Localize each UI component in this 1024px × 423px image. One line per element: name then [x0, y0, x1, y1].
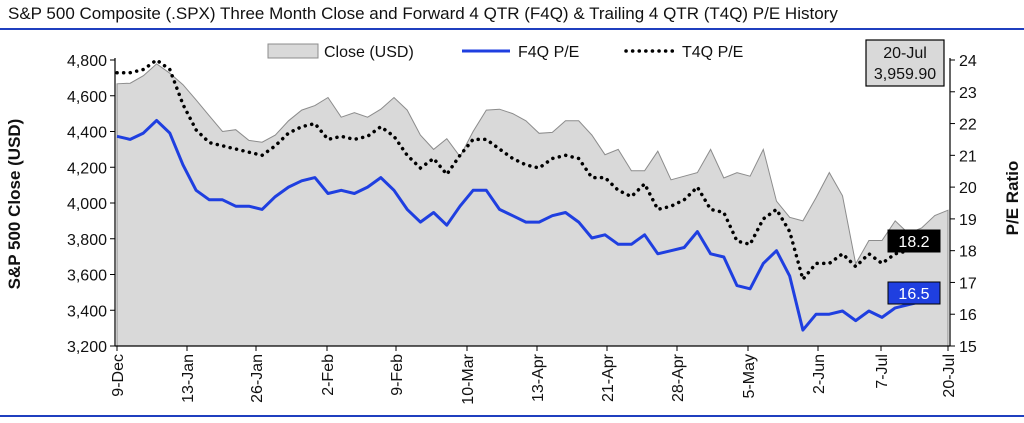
- x-tick-label: 7-Jul: [874, 354, 891, 389]
- y2-tick-label: 18: [959, 244, 977, 261]
- series-close-area: [116, 63, 949, 347]
- y-tick-label: 3,200: [67, 339, 107, 356]
- t4q-callout: 18.2: [887, 229, 941, 253]
- y2-tick-label: 22: [959, 117, 977, 134]
- y2-tick-label: 23: [959, 85, 977, 102]
- x-tick-label: 20-Jul: [941, 354, 958, 398]
- y-tick-label: 4,000: [67, 196, 107, 213]
- x-tick-label: 2-Jun: [811, 354, 828, 394]
- legend-f4q-label: F4Q P/E: [518, 44, 579, 61]
- y2-tick-label: 20: [959, 180, 977, 197]
- f4q-callout-value: 16.5: [898, 286, 929, 303]
- latest-close-value: 3,959.90: [874, 66, 936, 83]
- y-tick-label: 3,400: [67, 303, 107, 320]
- legend-t4q-label: T4Q P/E: [682, 44, 743, 61]
- y-tick-label: 4,800: [67, 53, 107, 70]
- x-tick-label: 5-May: [741, 354, 758, 398]
- x-tick-label: 26-Jan: [249, 354, 266, 403]
- x-tick-label: 13-Jan: [180, 354, 197, 403]
- y-tick-label: 4,400: [67, 125, 107, 142]
- legend-close-swatch: [267, 43, 319, 59]
- y2-tick-label: 24: [959, 53, 977, 70]
- axes-layer: 3,200 3,400 3,600 3,800 4,000 4,200 4,400 4,600…: [67, 53, 977, 405]
- x-tick-label: 10-Mar: [460, 353, 477, 404]
- x-tick-label: 21-Apr: [600, 353, 617, 402]
- t4q-callout-bg: [887, 229, 941, 253]
- top-rule: [0, 28, 1024, 30]
- latest-date: 20-Jul: [883, 45, 927, 62]
- y2-axis-title: P/E Ratio: [1003, 161, 1022, 236]
- f4q-callout-bg: [887, 281, 941, 305]
- y-tick-label: 4,600: [67, 89, 107, 106]
- y-axis-title: S&P 500 Close (USD): [5, 119, 24, 290]
- y-tick-label: 4,200: [67, 160, 107, 177]
- y-tick-label: 3,800: [67, 232, 107, 249]
- series-line-layer: [115, 57, 937, 332]
- x-tick-label: 2-Feb: [320, 354, 337, 396]
- y2-tick-label: 17: [959, 275, 977, 292]
- latest-close-box-bg: [865, 39, 945, 87]
- t4q-callout-value: 18.2: [898, 234, 929, 251]
- series-t4q-line: [115, 57, 937, 283]
- series-f4q-line: [116, 118, 936, 332]
- y2-tick-label: 15: [959, 339, 977, 356]
- legend: Close (USD) F4Q P/E T4Q P/E: [267, 43, 743, 61]
- x-tick-label: 9-Dec: [110, 354, 127, 397]
- x-tick-label: 28-Apr: [670, 353, 687, 402]
- x-tick-label: 9-Feb: [389, 354, 406, 396]
- y2-tick-label: 19: [959, 212, 977, 229]
- y-tick-label: 3,600: [67, 268, 107, 285]
- y2-tick-label: 16: [959, 307, 977, 324]
- bottom-rule: [0, 415, 1024, 417]
- f4q-callout: 16.5: [887, 281, 941, 305]
- latest-close-box: 20-Jul 3,959.90: [865, 39, 945, 87]
- legend-close-label: Close (USD): [324, 44, 414, 61]
- x-tick-label: 13-Apr: [530, 353, 547, 402]
- close-area-layer: [116, 63, 949, 347]
- y2-tick-label: 21: [959, 148, 977, 165]
- chart-title: S&P 500 Composite (.SPX) Three Month Clo…: [8, 4, 838, 23]
